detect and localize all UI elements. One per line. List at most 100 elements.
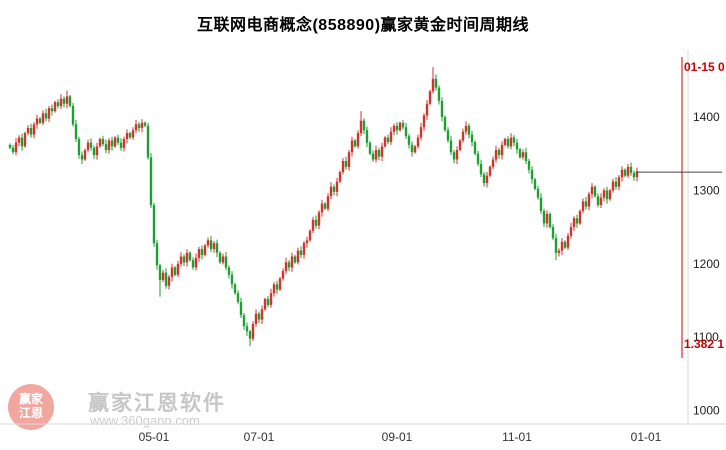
candle-body bbox=[599, 197, 603, 205]
candle-body bbox=[194, 257, 198, 268]
candle-body bbox=[206, 240, 210, 246]
candle-body bbox=[590, 186, 594, 194]
candle-body bbox=[98, 139, 102, 147]
candle-body bbox=[359, 120, 363, 134]
candle-body bbox=[416, 137, 420, 147]
candle-body bbox=[431, 78, 435, 92]
candle-body bbox=[413, 146, 417, 153]
candle-body bbox=[551, 227, 555, 239]
candle-body bbox=[467, 125, 471, 135]
candle-body bbox=[236, 293, 240, 302]
y-axis-label: 1100 bbox=[693, 330, 719, 344]
candle-body bbox=[104, 144, 108, 151]
candle-body bbox=[200, 249, 204, 255]
candle-body bbox=[125, 133, 129, 139]
candle-body bbox=[122, 139, 126, 148]
candle-body bbox=[530, 169, 534, 180]
candle-body bbox=[221, 256, 225, 263]
candle-body bbox=[329, 186, 333, 197]
candle-body bbox=[284, 262, 288, 272]
fib-ratio-label: 1.382 1 bbox=[684, 337, 725, 351]
candle-body bbox=[407, 136, 411, 145]
candle-body bbox=[593, 186, 597, 197]
candle-body bbox=[473, 142, 477, 154]
candle-body bbox=[524, 152, 528, 161]
candle-body bbox=[608, 190, 612, 200]
candle-body bbox=[512, 137, 516, 143]
candle-body bbox=[434, 78, 438, 88]
candle-body bbox=[197, 249, 201, 258]
x-axis-label: 09-01 bbox=[382, 430, 413, 444]
candle-body bbox=[56, 102, 60, 106]
candle-body bbox=[26, 128, 30, 134]
candle-body bbox=[212, 243, 216, 250]
candle-body bbox=[317, 212, 321, 226]
candle-body bbox=[347, 152, 351, 167]
candle-body bbox=[545, 213, 549, 224]
candle-body bbox=[182, 256, 186, 263]
candle-body bbox=[488, 166, 492, 176]
candle-body bbox=[575, 218, 579, 224]
candle-body bbox=[560, 241, 564, 251]
candle-body bbox=[476, 153, 480, 164]
candle-body bbox=[203, 245, 207, 255]
candle-body bbox=[584, 201, 588, 207]
candle-body bbox=[518, 149, 522, 158]
candle-body bbox=[440, 100, 444, 117]
candle-body bbox=[224, 256, 228, 268]
candle-body bbox=[176, 263, 180, 275]
candle-body bbox=[611, 181, 615, 191]
candle-body bbox=[254, 313, 258, 324]
candle-body bbox=[461, 131, 465, 141]
candle-body bbox=[101, 139, 105, 145]
candle-body bbox=[113, 137, 117, 147]
y-axis-label: 1000 bbox=[693, 404, 720, 418]
watermark-name: 赢家江恩软件 bbox=[88, 392, 226, 415]
candle-body bbox=[515, 142, 519, 150]
candle-body bbox=[47, 108, 51, 119]
candle-body bbox=[62, 98, 66, 104]
x-axis-label: 07-01 bbox=[244, 430, 275, 444]
candle-body bbox=[326, 196, 330, 209]
candle-body bbox=[320, 203, 324, 213]
candle-body bbox=[311, 219, 315, 231]
candle-body bbox=[287, 262, 291, 268]
candle-body bbox=[8, 144, 12, 148]
watermark-logo: 赢家 江恩 bbox=[8, 384, 54, 430]
candle-body bbox=[620, 169, 624, 178]
candle-body bbox=[617, 177, 621, 187]
candle-body bbox=[71, 106, 75, 125]
candle-body bbox=[383, 137, 387, 147]
candle-body bbox=[398, 122, 402, 131]
candle-body bbox=[53, 102, 57, 112]
candle-body bbox=[428, 91, 432, 104]
candle-body bbox=[314, 219, 318, 226]
candle-body bbox=[368, 142, 372, 154]
candle-body bbox=[605, 190, 609, 200]
candle-body bbox=[539, 197, 543, 211]
candle-body bbox=[464, 125, 468, 132]
candle-body bbox=[89, 142, 93, 148]
candle-body bbox=[356, 133, 360, 147]
watermark-logo-text-2: 江恩 bbox=[18, 406, 43, 420]
x-axis-label: 05-01 bbox=[139, 430, 170, 444]
candle-body bbox=[209, 240, 213, 250]
candle-body bbox=[548, 213, 552, 228]
candle-body bbox=[380, 146, 384, 157]
candle-body bbox=[242, 315, 246, 327]
candle-body bbox=[623, 169, 627, 176]
candle-body bbox=[401, 122, 405, 128]
candle-body bbox=[581, 201, 585, 211]
y-axis-label: 1400 bbox=[693, 110, 720, 124]
candle-body bbox=[323, 203, 327, 209]
candle-body bbox=[569, 227, 573, 236]
candle-body bbox=[269, 293, 273, 305]
candle-body bbox=[44, 113, 48, 119]
candle-body bbox=[20, 137, 24, 147]
candle-body bbox=[353, 140, 357, 147]
candle-body bbox=[578, 211, 582, 224]
candle-body bbox=[587, 194, 591, 207]
candle-body bbox=[17, 137, 21, 143]
